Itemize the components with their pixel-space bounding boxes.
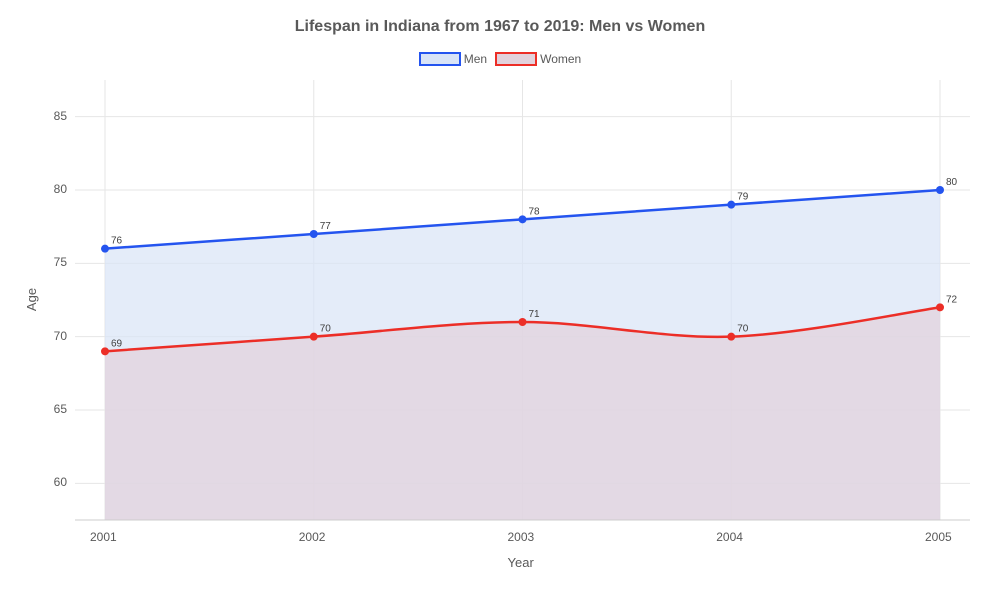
y-tick-label: 65: [54, 402, 67, 416]
value-label-series-1-pt-4: 72: [946, 294, 958, 305]
marker-series-1-pt-3[interactable]: [727, 333, 735, 341]
x-axis-title: Year: [508, 555, 534, 570]
marker-series-1-pt-0[interactable]: [101, 347, 109, 355]
x-tick-label: 2001: [90, 530, 117, 544]
marker-series-0-pt-0[interactable]: [101, 245, 109, 253]
y-tick-label: 85: [54, 109, 67, 123]
marker-series-0-pt-1[interactable]: [310, 230, 318, 238]
y-axis-title: Age: [24, 288, 39, 311]
chart-svg: 76 77 78 79 80 69 70 71 70 72: [0, 0, 1000, 600]
x-tick-label: 2002: [299, 530, 326, 544]
value-label-series-0-pt-0: 76: [111, 236, 123, 247]
value-label-series-1-pt-1: 70: [320, 324, 332, 335]
value-label-series-1-pt-0: 69: [111, 338, 123, 349]
x-tick-label: 2003: [508, 530, 535, 544]
marker-series-0-pt-2[interactable]: [519, 215, 527, 223]
marker-series-1-pt-2[interactable]: [519, 318, 527, 326]
value-label-series-0-pt-3: 79: [737, 192, 749, 203]
y-tick-label: 75: [54, 255, 67, 269]
marker-series-1-pt-1[interactable]: [310, 333, 318, 341]
x-tick-label: 2005: [925, 530, 952, 544]
value-label-series-0-pt-4: 80: [946, 177, 958, 188]
value-label-series-0-pt-2: 78: [529, 206, 541, 217]
y-tick-label: 60: [54, 475, 67, 489]
marker-series-1-pt-4[interactable]: [936, 303, 944, 311]
y-tick-label: 70: [54, 329, 67, 343]
marker-series-0-pt-3[interactable]: [727, 201, 735, 209]
x-tick-label: 2004: [716, 530, 743, 544]
y-tick-label: 80: [54, 182, 67, 196]
value-label-series-1-pt-2: 71: [529, 309, 541, 320]
marker-series-0-pt-4[interactable]: [936, 186, 944, 194]
value-label-series-0-pt-1: 77: [320, 221, 332, 232]
value-label-series-1-pt-3: 70: [737, 324, 749, 335]
chart-container: Lifespan in Indiana from 1967 to 2019: M…: [0, 0, 1000, 600]
